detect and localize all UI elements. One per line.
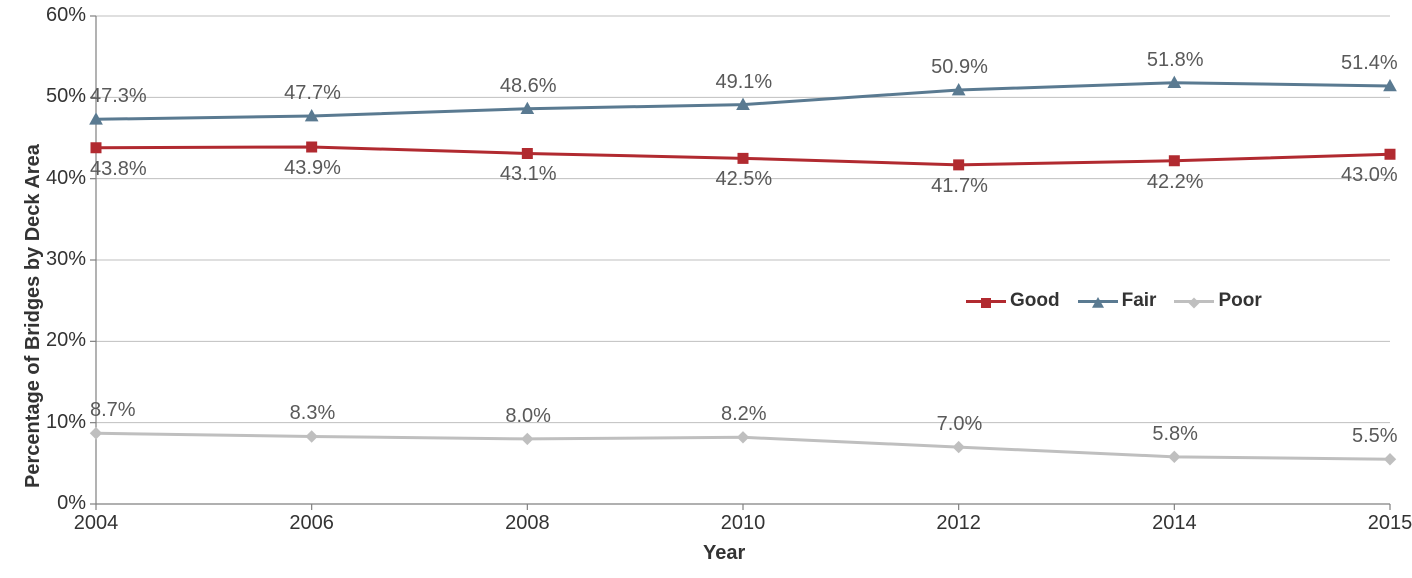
series-marker-good — [738, 153, 748, 163]
data-label-fair: 50.9% — [931, 56, 988, 79]
data-label-good: 43.9% — [284, 157, 341, 180]
y-tick-label: 20% — [46, 329, 86, 352]
x-axis-title: Year — [703, 542, 745, 565]
y-axis-title: Percentage of Bridges by Deck Area — [22, 144, 45, 488]
data-label-fair: 47.7% — [284, 82, 341, 105]
legend-label: Fair — [1122, 290, 1157, 312]
series-marker-good — [91, 143, 101, 153]
legend-item-good: Good — [966, 290, 1060, 312]
data-label-good: 41.7% — [931, 175, 988, 198]
data-label-poor: 7.0% — [937, 413, 983, 436]
data-label-good: 42.2% — [1147, 171, 1204, 194]
series-marker-poor — [306, 431, 317, 442]
data-label-poor: 5.5% — [1352, 425, 1398, 448]
series-marker-poor — [953, 442, 964, 453]
x-tick-label: 2012 — [919, 512, 999, 535]
chart-legend: Good Fair Poor — [966, 290, 1262, 312]
legend-swatch — [1078, 300, 1118, 303]
series-marker-good — [954, 160, 964, 170]
legend-label: Good — [1010, 290, 1060, 312]
legend-item-fair: Fair — [1078, 290, 1157, 312]
x-tick-label: 2006 — [272, 512, 352, 535]
legend-item-poor: Poor — [1174, 290, 1261, 312]
data-label-poor: 8.3% — [290, 402, 336, 425]
data-label-fair: 51.4% — [1341, 52, 1398, 75]
data-label-good: 43.1% — [500, 163, 557, 186]
series-marker-poor — [738, 432, 749, 443]
series-marker-good — [522, 148, 532, 158]
series-marker-poor — [91, 428, 102, 439]
y-tick-label: 10% — [46, 411, 86, 434]
x-tick-label: 2015 — [1350, 512, 1412, 535]
series-marker-poor — [1169, 451, 1180, 462]
data-label-fair: 49.1% — [716, 71, 773, 94]
legend-swatch — [966, 300, 1006, 303]
series-marker-good — [307, 142, 317, 152]
data-label-fair: 48.6% — [500, 75, 557, 98]
series-marker-poor — [522, 433, 533, 444]
legend-swatch — [1174, 300, 1214, 303]
line-chart: 0%10%20%30%40%50%60%20042006200820102012… — [0, 0, 1412, 578]
legend-label: Poor — [1218, 290, 1261, 312]
x-tick-label: 2010 — [703, 512, 783, 535]
data-label-poor: 8.2% — [721, 403, 767, 426]
data-label-good: 43.0% — [1341, 164, 1398, 187]
x-tick-label: 2014 — [1134, 512, 1214, 535]
y-tick-label: 50% — [46, 85, 86, 108]
y-tick-label: 60% — [46, 4, 86, 27]
data-label-good: 43.8% — [90, 158, 147, 181]
series-marker-good — [1385, 149, 1395, 159]
x-tick-label: 2008 — [487, 512, 567, 535]
series-marker-good — [1169, 156, 1179, 166]
data-label-fair: 51.8% — [1147, 49, 1204, 72]
data-label-poor: 8.0% — [505, 405, 551, 428]
data-label-good: 42.5% — [716, 168, 773, 191]
x-tick-label: 2004 — [56, 512, 136, 535]
data-label-poor: 8.7% — [90, 399, 136, 422]
y-tick-label: 40% — [46, 167, 86, 190]
data-label-fair: 47.3% — [90, 85, 147, 108]
y-tick-label: 30% — [46, 248, 86, 271]
series-marker-poor — [1385, 454, 1396, 465]
data-label-poor: 5.8% — [1152, 423, 1198, 446]
